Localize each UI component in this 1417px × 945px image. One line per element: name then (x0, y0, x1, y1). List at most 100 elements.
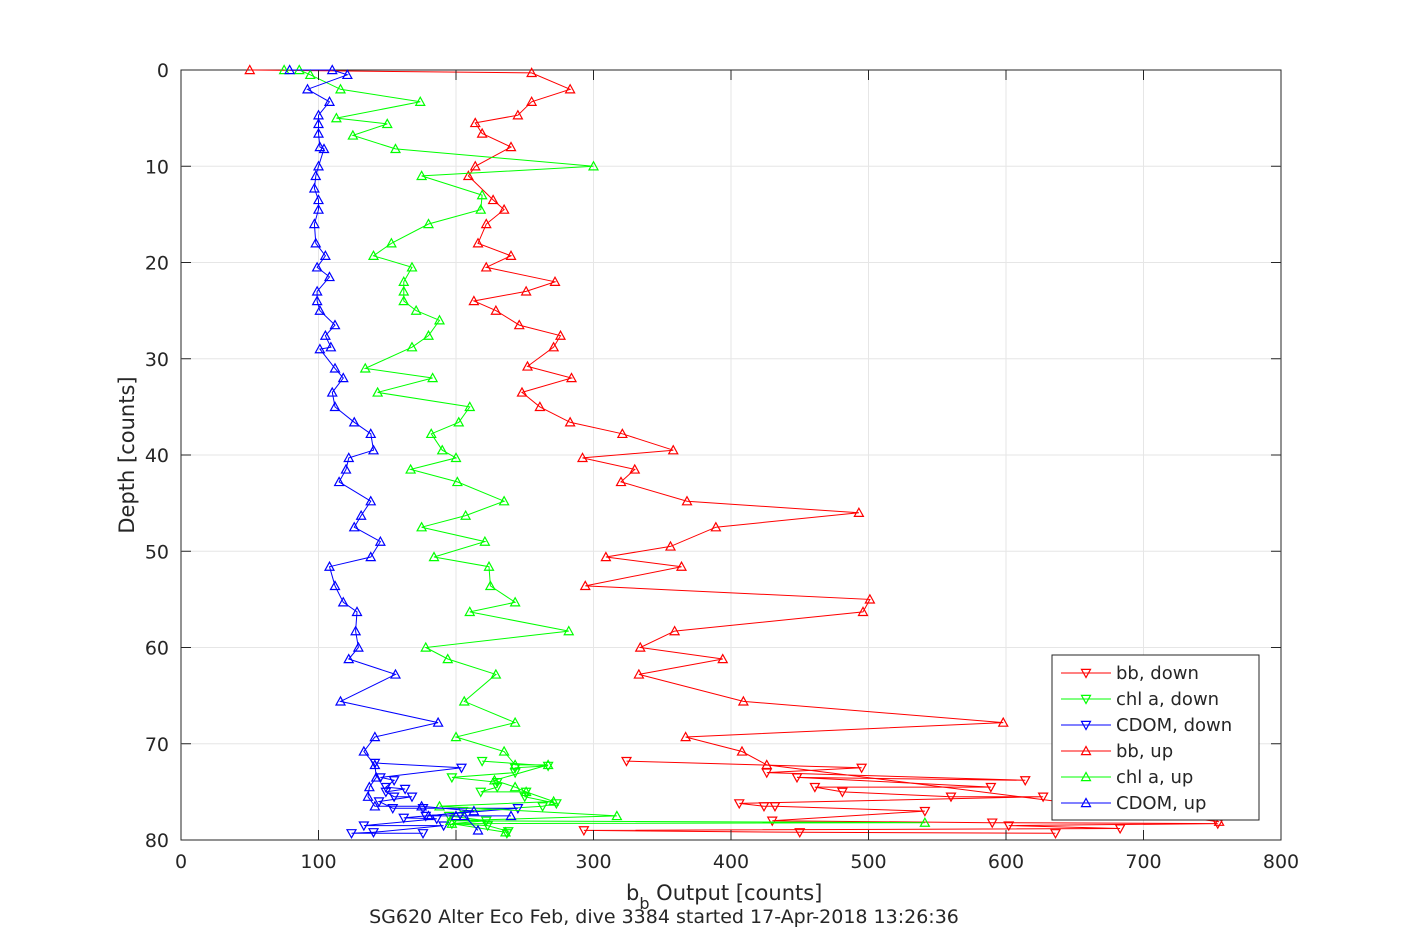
data-point-chl-a-up (450, 452, 462, 463)
data-point-chl-a-down (482, 821, 494, 832)
data-point-chl-a-up (498, 745, 510, 756)
data-point-bb-up (579, 580, 591, 591)
data-point-chl-a-up (433, 314, 446, 325)
data-point-bb-up (554, 329, 567, 340)
series-cdom-up (284, 64, 517, 835)
data-point-cdom-down (455, 763, 468, 774)
data-point-cdom-down (387, 804, 399, 814)
x-tick-label: 100 (300, 851, 336, 873)
data-point-cdom-up (370, 771, 382, 782)
data-point-bb-up (480, 218, 492, 229)
data-point-bb-up (667, 444, 679, 455)
data-point-cdom-up (326, 64, 338, 75)
legend-box (1051, 654, 1260, 821)
x-tick-label: 700 (1125, 851, 1161, 873)
data-point-cdom-up (369, 759, 381, 770)
data-point-cdom-down (388, 776, 400, 787)
data-point-cdom-down (380, 782, 392, 793)
data-point-chl-a-up (425, 428, 437, 439)
data-point-bb-up (526, 96, 538, 106)
data-point-cdom-up (308, 218, 320, 229)
data-point-bb-up (669, 625, 681, 636)
data-point-cdom-up (314, 343, 326, 354)
data-point-chl-a-up (398, 276, 410, 286)
data-point-cdom-down (398, 813, 410, 824)
data-point-chl-a-up (498, 495, 510, 506)
data-point-cdom-up (323, 271, 336, 282)
data-point-cdom-up (468, 805, 480, 816)
y-tick-label: 60 (145, 638, 169, 660)
data-point-bb-up (864, 593, 876, 604)
legend-swatch-marker (1080, 797, 1092, 808)
data-point-bb-down (986, 818, 998, 829)
data-point-chl-a-up (406, 261, 418, 272)
data-point-chl-a-up (428, 551, 440, 562)
x-tick-label: 200 (438, 851, 474, 873)
legend-swatch-marker (1080, 694, 1092, 705)
data-point-cdom-up (311, 295, 323, 306)
data-point-bb-down (1037, 792, 1049, 803)
data-point-bb-up (526, 67, 538, 78)
y-tick-label: 80 (145, 830, 169, 852)
data-point-chl-a-up (464, 606, 476, 617)
data-point-bb-down (856, 763, 868, 774)
data-point-cdom-up (319, 250, 331, 260)
data-point-bb-up (516, 386, 528, 397)
data-point-chl-a-up (499, 826, 512, 837)
data-point-bb-up (675, 560, 688, 571)
data-point-bb-up (997, 716, 1009, 727)
data-point-bb-up (736, 745, 748, 756)
legend-label: bb, up (1116, 741, 1173, 762)
data-point-cdom-up (432, 716, 444, 727)
data-point-cdom-up (365, 495, 377, 506)
series-bb-up (244, 64, 1225, 826)
x-tick-label: 600 (988, 851, 1024, 873)
legend-item-bb-up: bb, up (1061, 741, 1173, 762)
data-point-bb-up (521, 360, 534, 371)
x-tick-label: 800 (1263, 851, 1299, 873)
y-tick-label: 10 (145, 156, 169, 178)
data-point-chl-a-up (381, 118, 393, 129)
data-point-chl-a-up (611, 810, 623, 821)
legend-swatch-marker (1080, 771, 1092, 782)
data-point-cdom-down (438, 821, 450, 832)
data-point-chl-a-up (563, 625, 575, 636)
data-point-chl-a-up (548, 795, 560, 806)
data-point-bb-down (758, 802, 770, 813)
data-point-bb-up (462, 170, 474, 181)
data-point-chl-a-up (330, 112, 342, 123)
legend-label: chl a, up (1116, 767, 1193, 788)
grid-lines (181, 70, 1281, 840)
data-point-chl-a-up (490, 668, 502, 679)
data-point-bb-down (791, 773, 803, 784)
data-point-cdom-down (367, 828, 380, 839)
data-point-cdom-up (284, 64, 296, 75)
data-point-cdom-up (319, 329, 331, 340)
data-point-cdom-down (380, 787, 392, 798)
data-point-bb-up (512, 109, 524, 120)
data-point-bb-up (476, 127, 488, 138)
legend-label: CDOM, down (1116, 715, 1232, 736)
data-point-chl-a-up (919, 816, 931, 827)
data-point-cdom-down (512, 804, 524, 814)
data-point-cdom-up (312, 194, 325, 205)
data-point-cdom-up (505, 810, 517, 821)
legend-label: bb, down (1116, 663, 1199, 684)
data-point-chl-a-up (484, 580, 496, 591)
data-point-chl-a-up (453, 416, 465, 427)
data-point-bb-down (620, 756, 633, 767)
data-point-bb-up (1213, 815, 1225, 826)
data-point-cdom-up (458, 810, 470, 821)
data-point-bb-up (616, 428, 628, 439)
data-point-cdom-down (345, 829, 358, 839)
data-point-bb-up (505, 250, 517, 260)
data-point-cdom-up (314, 304, 326, 315)
data-point-chl-a-up (476, 189, 488, 200)
data-point-bb-up (680, 731, 692, 742)
data-point-chl-a-up (389, 143, 402, 154)
data-point-chl-a-up (509, 596, 521, 607)
data-point-chl-a-up (520, 786, 532, 797)
y-tick-label: 0 (157, 60, 169, 82)
x-tick-label: 0 (175, 851, 187, 873)
data-point-bb-up (564, 416, 576, 427)
